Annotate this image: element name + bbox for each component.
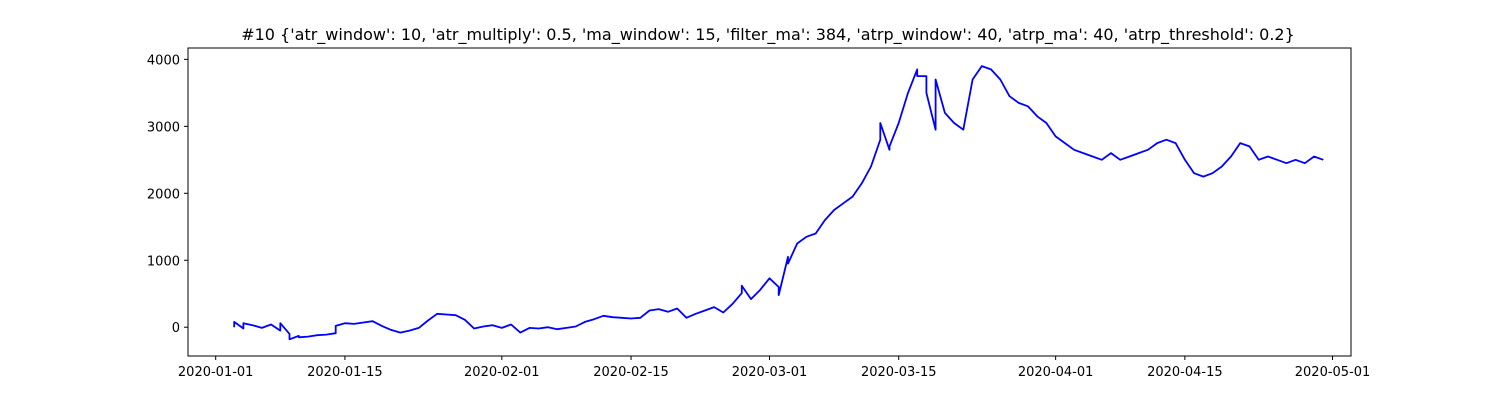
x-tick-label: 2020-04-01 [1018, 365, 1094, 380]
y-tick-label: 1000 [147, 254, 180, 269]
x-axis: 2020-01-01 2020-01-15 2020-02-01 2020-02-15… [178, 356, 1370, 380]
y-tick-label: 4000 [147, 53, 180, 68]
series-line-0 [233, 65, 1324, 341]
y-axis: 0 1000 2000 3000 4000 [147, 53, 188, 336]
x-tick-label: 2020-01-15 [307, 365, 383, 380]
x-tick-label: 2020-02-15 [593, 365, 669, 380]
y-tick-label: 3000 [147, 120, 180, 135]
plot-content [233, 65, 1324, 341]
x-tick-label: 2020-04-15 [1147, 365, 1223, 380]
y-tick-label: 2000 [147, 187, 180, 202]
y-tick-label: 0 [172, 321, 180, 336]
x-tick-label: 2020-03-01 [732, 365, 808, 380]
x-tick-label: 2020-05-01 [1295, 365, 1371, 380]
x-tick-label: 2020-03-15 [861, 365, 937, 380]
x-tick-label: 2020-01-01 [178, 365, 254, 380]
chart-title: #10 {'atr_window': 10, 'atr_multiply': 0… [241, 25, 1295, 45]
x-tick-label: 2020-02-01 [464, 365, 540, 380]
